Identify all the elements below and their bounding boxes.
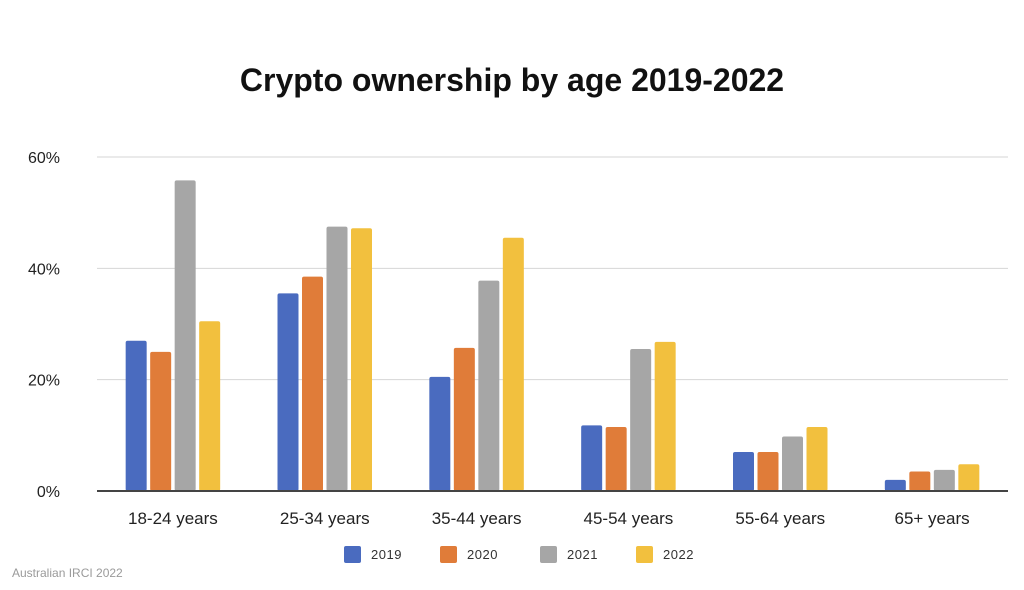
x-axis-categories: 18-24 years 25-34 years 35-44 years 45-54 y… <box>128 509 970 528</box>
x-category-label: 25-34 years <box>280 509 370 528</box>
bar-2021-18-24-years <box>174 180 196 491</box>
bar-2020-45-54-years <box>605 426 627 491</box>
bar-2020-65-years <box>909 471 931 491</box>
bar-2020-35-44-years <box>453 347 475 491</box>
y-tick-label: 0% <box>37 484 60 501</box>
bar-2021-45-54-years <box>630 349 652 491</box>
legend-swatch-2020 <box>440 546 457 563</box>
bar-2020-18-24-years <box>150 351 172 491</box>
bar-2019-45-54-years <box>581 425 603 491</box>
legend-swatch-2019 <box>344 546 361 563</box>
y-tick-label: 20% <box>28 373 60 390</box>
bar-2020-25-34-years <box>302 276 323 491</box>
legend-swatch-2022 <box>636 546 653 563</box>
bar-2019-35-44-years <box>429 376 451 491</box>
bar-2019-65-years <box>884 479 906 491</box>
y-axis-ticks: 0% 20% 40% 60% <box>28 150 60 501</box>
bar-2019-25-34-years <box>277 293 299 491</box>
legend-label-2020: 2020 <box>467 547 498 562</box>
source-note: Australian IRCI 2022 <box>12 566 123 580</box>
bar-2022-25-34-years <box>351 228 372 491</box>
bar-2020-55-64-years <box>757 452 779 491</box>
x-category-label: 45-54 years <box>584 509 674 528</box>
gridlines <box>97 156 1008 381</box>
x-category-label: 35-44 years <box>432 509 522 528</box>
bar-2021-65-years <box>933 469 955 491</box>
legend: 2019 2020 2021 2022 <box>344 546 694 563</box>
legend-swatch-2021 <box>540 546 557 563</box>
bar-2022-65-years <box>958 464 980 491</box>
x-category-label: 55-64 years <box>735 509 825 528</box>
bar-2021-55-64-years <box>782 436 803 491</box>
legend-label-2021: 2021 <box>567 547 598 562</box>
bar-2019-18-24-years <box>125 340 147 491</box>
bar-2022-18-24-years <box>199 321 221 491</box>
bar-2021-35-44-years <box>478 280 500 491</box>
bars <box>125 180 980 492</box>
bar-2021-25-34-years <box>326 226 348 492</box>
legend-label-2022: 2022 <box>663 547 694 562</box>
chart-title: Crypto ownership by age 2019-2022 <box>239 62 785 98</box>
x-category-label: 18-24 years <box>128 509 218 528</box>
y-tick-label: 60% <box>28 150 60 167</box>
bar-2022-35-44-years <box>502 237 524 491</box>
bar-2022-55-64-years <box>806 426 828 491</box>
legend-label-2019: 2019 <box>371 547 402 562</box>
bar-2019-55-64-years <box>733 452 754 491</box>
bar-2022-45-54-years <box>654 341 676 491</box>
x-category-label: 65+ years <box>895 509 970 528</box>
y-tick-label: 40% <box>28 261 60 278</box>
